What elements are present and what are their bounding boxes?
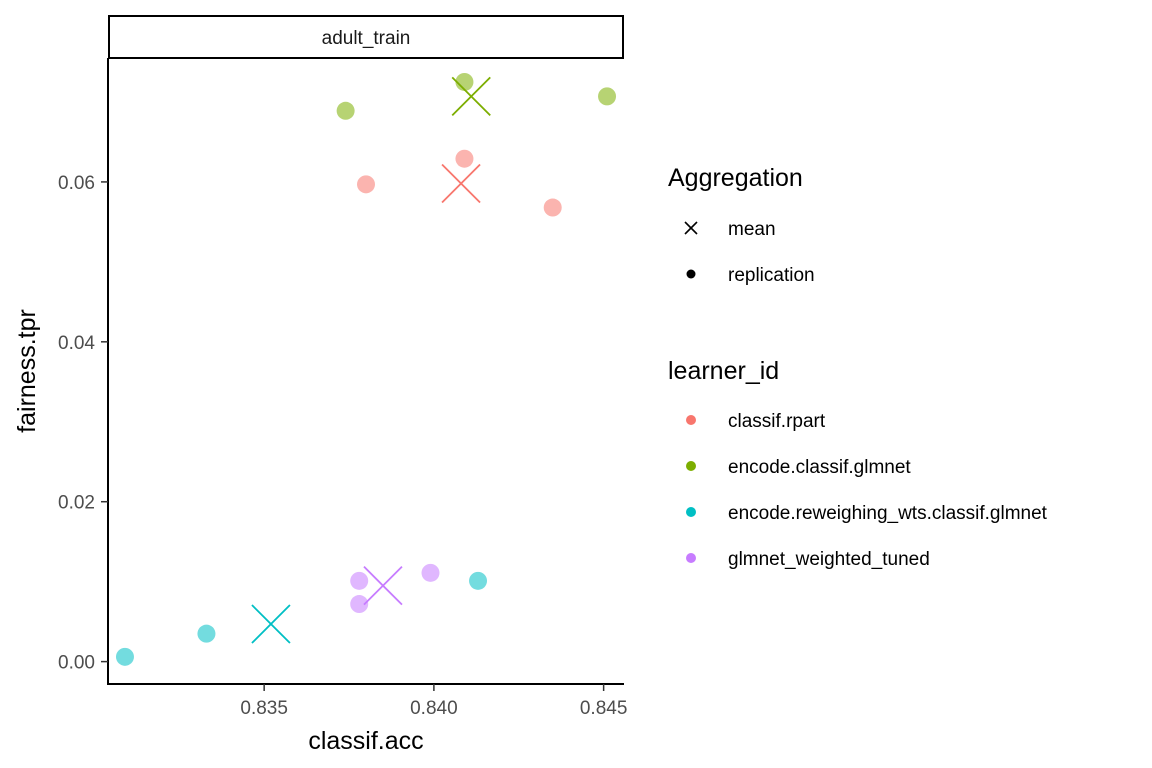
replication-point bbox=[598, 87, 617, 106]
legend-aggregation-title: Aggregation bbox=[668, 164, 803, 192]
replication-point bbox=[350, 571, 369, 590]
legend-label-learner: classif.rpart bbox=[728, 411, 826, 432]
replication-point bbox=[357, 175, 375, 194]
legend-label-learner: glmnet_weighted_tuned bbox=[728, 549, 930, 570]
mean-point bbox=[251, 604, 291, 644]
mean-point bbox=[451, 76, 491, 117]
mean-point bbox=[363, 566, 403, 606]
replication-point bbox=[197, 624, 216, 643]
legend-key-learner bbox=[686, 415, 696, 425]
replication-point bbox=[350, 595, 369, 614]
facet-strip bbox=[108, 15, 624, 59]
y-axis-title: fairness.tpr bbox=[13, 309, 41, 433]
replication-point bbox=[455, 72, 474, 91]
x-axis-title: classif.acc bbox=[308, 727, 423, 755]
legend-learner: learner_id classif.rpart encode.classif.g… bbox=[668, 357, 1048, 570]
replication-point bbox=[455, 149, 474, 168]
x-tick-label: 0.840 bbox=[410, 698, 458, 719]
y-tick-label: 0.06 bbox=[58, 173, 95, 194]
x-tick-label: 0.835 bbox=[240, 698, 288, 719]
y-tick-label: 0.02 bbox=[58, 493, 95, 514]
legend-learner-title: learner_id bbox=[668, 357, 779, 385]
x-axis-ticks: 0.835 0.840 0.845 bbox=[240, 684, 627, 719]
legend-aggregation: Aggregation mean replication bbox=[668, 164, 815, 286]
plot-panel bbox=[115, 72, 617, 666]
legend-key-learner bbox=[686, 553, 696, 563]
y-axis-ticks: 0.00 0.02 0.04 0.06 bbox=[58, 173, 108, 674]
y-tick-label: 0.04 bbox=[58, 333, 95, 354]
legend-key-replication bbox=[686, 269, 696, 279]
replication-point bbox=[421, 563, 440, 582]
legend-label-mean: mean bbox=[728, 219, 776, 240]
replication-point bbox=[336, 101, 355, 120]
y-tick-label: 0.00 bbox=[58, 653, 95, 674]
replication-point bbox=[543, 198, 562, 217]
legend-label-replication: replication bbox=[728, 265, 815, 286]
legend-label-learner: encode.reweighing_wts.classif.glmnet bbox=[728, 503, 1048, 524]
legend-label-learner: encode.classif.glmnet bbox=[728, 457, 911, 478]
legend-key-mean bbox=[684, 221, 698, 235]
facet-strip-label: adult_train bbox=[322, 28, 411, 49]
legend-key-learner bbox=[686, 461, 696, 471]
mean-point bbox=[441, 163, 481, 204]
legend-key-learner bbox=[686, 507, 696, 517]
replication-point bbox=[115, 647, 134, 666]
replication-point bbox=[469, 571, 488, 590]
x-tick-label: 0.845 bbox=[580, 698, 628, 719]
